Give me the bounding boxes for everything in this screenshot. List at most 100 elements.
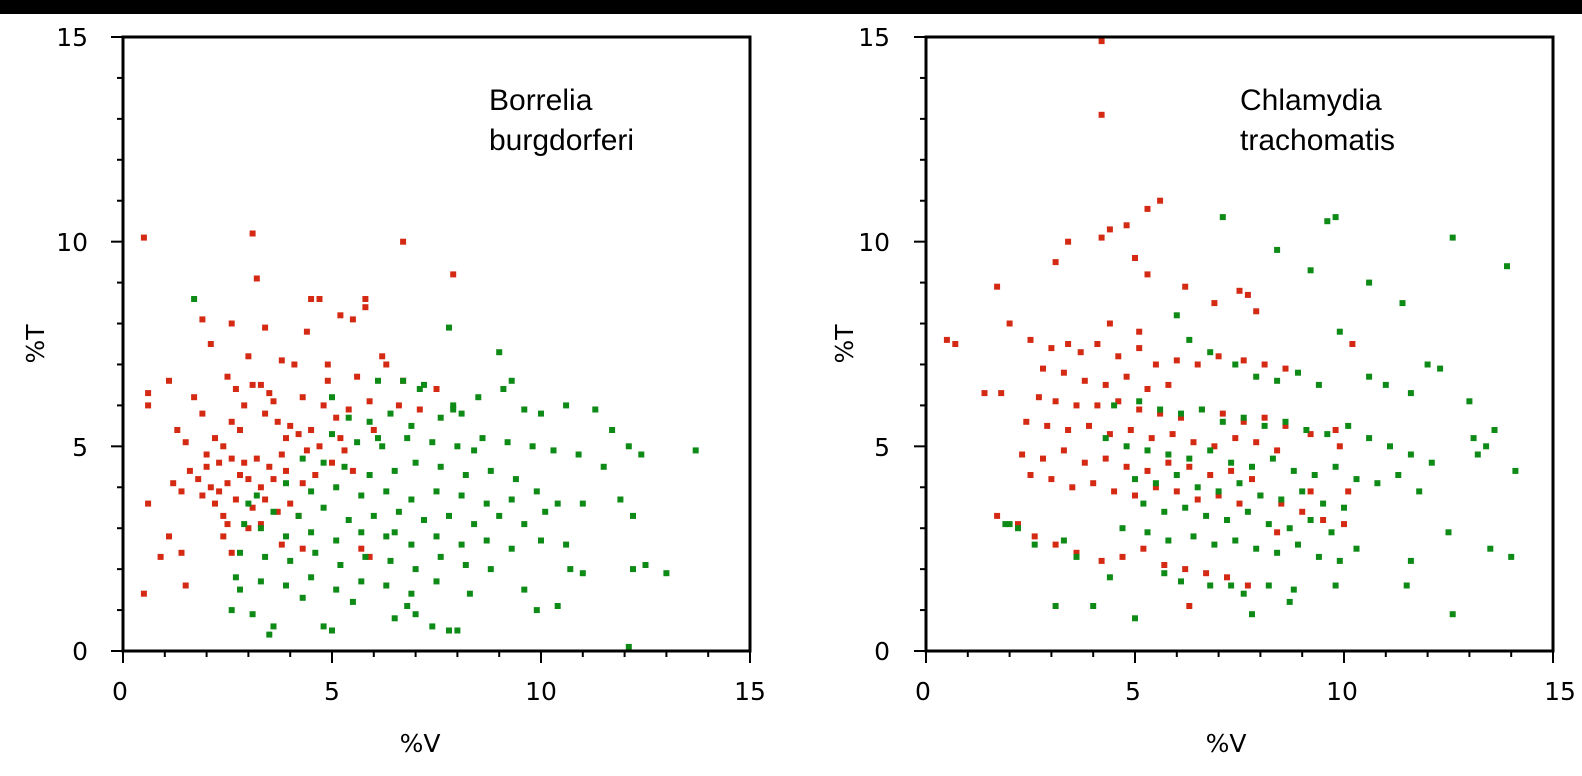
data-point-series1-40 xyxy=(391,467,398,474)
data-point-series1-93 xyxy=(437,553,444,560)
data-point-series1-105 xyxy=(567,566,574,573)
data-point-series0-24 xyxy=(1065,341,1072,347)
data-point-series1-25 xyxy=(1491,427,1498,433)
data-point-series1-135 xyxy=(375,435,381,442)
data-point-series1-126 xyxy=(349,598,356,605)
data-point-series0-35 xyxy=(366,398,373,405)
data-point-series0-18 xyxy=(291,361,298,368)
data-point-series1-57 xyxy=(554,500,561,507)
data-point-series1-113 xyxy=(266,631,273,638)
data-point-series0-102 xyxy=(1336,443,1343,450)
data-point-series1-24 xyxy=(329,431,335,438)
data-point-series0-6 xyxy=(1098,234,1105,241)
data-point-series1-17 xyxy=(1253,373,1260,380)
data-point-series1-27 xyxy=(1512,467,1519,474)
data-point-series0-84 xyxy=(1249,476,1255,483)
x-tick-label-0: 0 xyxy=(112,677,128,706)
data-point-series1-43 xyxy=(1428,459,1435,466)
data-point-series1-36 xyxy=(1282,418,1289,425)
data-point-series1-95 xyxy=(1015,525,1021,532)
data-point-series1-77 xyxy=(391,529,398,536)
data-point-series0-3 xyxy=(400,238,407,245)
annotation-line-1: Borrelia xyxy=(489,84,593,117)
data-point-series1-109 xyxy=(663,570,670,577)
data-point-series0-65 xyxy=(312,472,319,478)
data-point-series0-94 xyxy=(1215,492,1222,499)
data-point-series1-120 xyxy=(454,627,461,634)
data-point-series1-103 xyxy=(1228,582,1235,589)
data-point-series0-36 xyxy=(416,406,423,413)
data-point-series0-45 xyxy=(1035,394,1042,401)
y-axis-label: %T xyxy=(830,324,859,364)
data-point-series1-92 xyxy=(1336,557,1343,564)
data-point-series1-12 xyxy=(1437,365,1444,372)
data-point-series1-36 xyxy=(299,455,306,462)
data-point-series1-34 xyxy=(575,451,582,458)
data-point-series0-75 xyxy=(170,480,177,487)
data-point-series0-14 xyxy=(303,328,310,335)
data-point-series1-38 xyxy=(341,463,348,470)
data-point-series0-92 xyxy=(1173,488,1180,495)
data-point-series1-54 xyxy=(483,500,490,507)
data-point-series0-80 xyxy=(220,533,227,540)
data-point-series1-87 xyxy=(287,557,294,564)
data-point-series0-82 xyxy=(1207,472,1214,478)
data-point-series1-46 xyxy=(283,480,289,487)
data-point-series0-1 xyxy=(1098,111,1105,118)
data-point-series0-71 xyxy=(1307,431,1314,438)
data-point-series1-107 xyxy=(1332,582,1339,589)
data-point-series1-91 xyxy=(1315,553,1322,560)
data-point-series1-53 xyxy=(1269,455,1276,462)
data-point-series0-33 xyxy=(1240,357,1247,364)
data-point-series1-64 xyxy=(395,508,402,515)
data-point-series1-23 xyxy=(692,447,699,454)
data-point-series0-67 xyxy=(199,492,206,499)
data-point-series1-76 xyxy=(1224,517,1230,523)
data-point-series1-8 xyxy=(1399,300,1406,307)
data-point-series1-78 xyxy=(1265,521,1272,528)
data-point-series1-51 xyxy=(1228,459,1235,466)
data-point-series0-10 xyxy=(1144,271,1151,278)
data-point-series1-70 xyxy=(1320,500,1327,507)
data-point-series1-113 xyxy=(1449,611,1456,618)
data-point-series0-34 xyxy=(333,414,340,421)
data-point-series1-23 xyxy=(1407,390,1414,397)
data-point-series1-64 xyxy=(1194,484,1201,491)
data-point-series1-6 xyxy=(508,377,515,384)
data-point-series0-0 xyxy=(1098,38,1105,45)
data-point-series1-88 xyxy=(312,549,319,556)
data-point-series1-21 xyxy=(1366,373,1373,380)
data-point-series1-137 xyxy=(450,402,457,409)
data-point-series1-124 xyxy=(237,586,243,593)
data-point-series1-111 xyxy=(1487,545,1494,552)
data-point-series0-110 xyxy=(1119,553,1126,560)
y-axis-label: %T xyxy=(21,324,50,364)
data-point-series1-68 xyxy=(496,512,503,519)
data-point-series1-134 xyxy=(253,492,260,499)
plot-frame xyxy=(121,35,752,653)
data-point-series1-60 xyxy=(295,512,302,519)
data-point-series1-33 xyxy=(550,447,557,454)
data-point-series1-100 xyxy=(1161,570,1168,577)
data-point-series1-112 xyxy=(1508,553,1515,560)
data-point-series1-66 xyxy=(1236,480,1243,487)
data-point-series0-32 xyxy=(270,398,277,405)
data-point-series0-47 xyxy=(1073,402,1080,409)
data-point-series1-10 xyxy=(1336,328,1343,335)
data-point-series1-104 xyxy=(1240,590,1247,597)
data-point-series1-12 xyxy=(345,414,352,421)
data-point-series1-34 xyxy=(1240,414,1247,421)
data-point-series1-11 xyxy=(1424,361,1431,368)
data-point-series1-69 xyxy=(521,521,528,528)
data-point-series0-30 xyxy=(191,394,198,401)
data-point-series1-81 xyxy=(483,537,490,544)
y-tick-label-5: 5 xyxy=(72,433,88,462)
data-point-series1-5 xyxy=(1274,246,1281,253)
data-point-series0-23 xyxy=(1048,345,1055,352)
data-point-series1-119 xyxy=(446,627,452,634)
data-point-series0-109 xyxy=(1098,557,1105,564)
y-tick-label-0: 0 xyxy=(72,637,88,666)
data-point-series1-73 xyxy=(308,529,315,536)
data-point-series0-38 xyxy=(274,418,281,425)
data-point-series0-113 xyxy=(1182,566,1189,573)
